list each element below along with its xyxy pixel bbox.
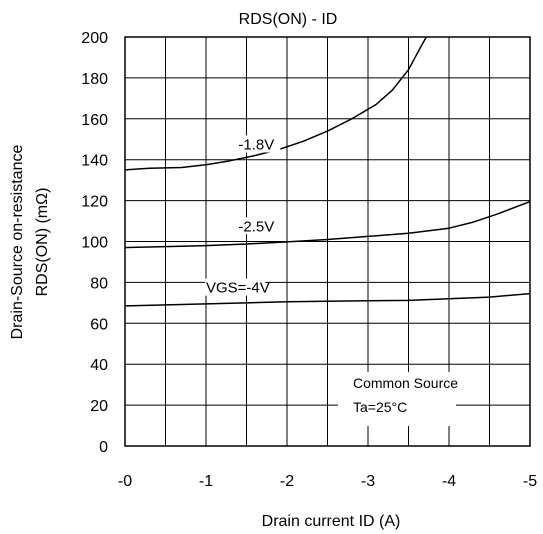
y-tick-label: 140	[81, 153, 108, 170]
y-tick-label: 0	[99, 439, 108, 456]
series-label: -2.5V	[238, 218, 274, 235]
series-label-bg	[237, 217, 281, 235]
y-axis-label-line-1: Drain-Source on-resistance	[9, 145, 26, 340]
y-tick-label: 160	[81, 112, 108, 129]
y-tick-label: 60	[90, 316, 108, 333]
series-label: VGS=-4V	[206, 280, 270, 297]
grid	[125, 37, 530, 446]
series-label-bg	[205, 278, 266, 296]
series-line	[125, 200, 530, 249]
y-tick-label: 200	[81, 30, 108, 47]
y-tick-label: 100	[81, 235, 108, 252]
series-labels: -1.8V -2.5V VGS=-4V	[205, 135, 281, 297]
x-tick-label: -1	[199, 473, 213, 490]
tick-labels: -0 -1 -2 -3 -4 -5 0 20 40 60 80 100 120 140 160 180 200	[81, 30, 537, 490]
y-axis-label-line-2: RDS(ON) (mΩ)	[34, 188, 51, 297]
x-tick-label: -5	[523, 473, 537, 490]
chart-title: RDS(ON) - ID	[239, 11, 338, 28]
x-tick-label: -3	[361, 473, 375, 490]
series-line	[125, 37, 427, 171]
series-line	[125, 292, 530, 307]
x-tick-label: -2	[280, 473, 294, 490]
y-tick-label: 120	[81, 194, 108, 211]
plot-frame	[124, 36, 531, 447]
annotation-line-1: Common Source	[353, 375, 458, 391]
x-tick-label: -4	[442, 473, 456, 490]
series-label-bg	[237, 135, 281, 153]
series-lines	[125, 37, 530, 307]
y-tick-label: 80	[90, 275, 108, 292]
annotation-line-2: Ta=25°C	[353, 399, 407, 415]
annotation-box: Common Source Ta=25°C	[338, 372, 458, 426]
x-axis-label: Drain current ID (A)	[262, 513, 401, 530]
x-tick-label: -0	[118, 473, 132, 490]
y-tick-label: 180	[81, 71, 108, 88]
series-label: -1.8V	[238, 136, 274, 153]
y-tick-label: 40	[90, 357, 108, 374]
y-tick-label: 20	[90, 398, 108, 415]
